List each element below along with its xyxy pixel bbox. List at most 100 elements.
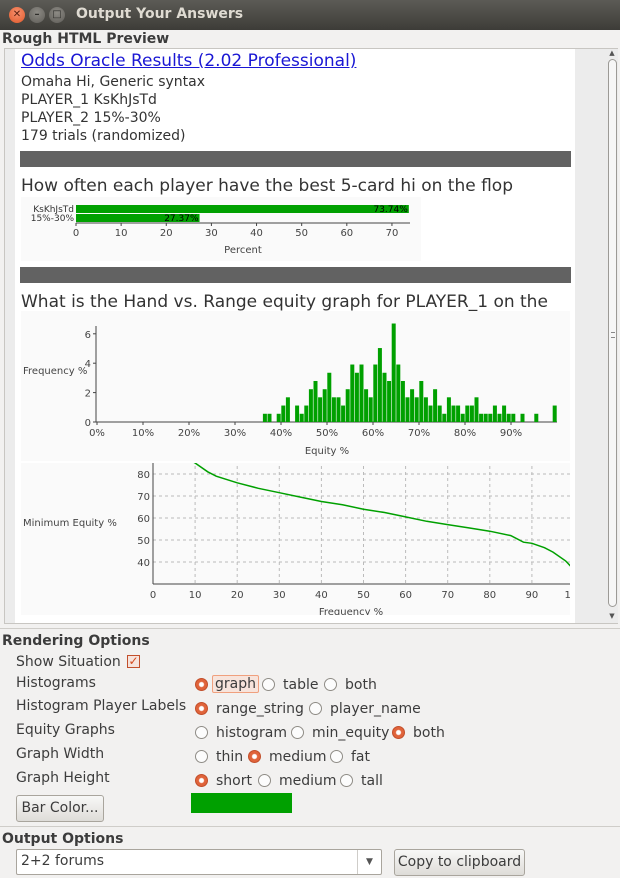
histograms-graph-radio[interactable] [195, 678, 208, 691]
height-short-radio[interactable] [195, 774, 208, 787]
equity-histogram-label[interactable]: histogram [216, 725, 287, 741]
equity-histogram-radio[interactable] [195, 726, 208, 739]
question-best-hand: How often each player have the best 5-ca… [21, 176, 514, 196]
scroll-down-icon[interactable]: ▼ [609, 612, 615, 620]
divider-bar [20, 267, 571, 283]
bar-value-label: 73.74% [373, 205, 408, 215]
y-tick-label: 50 [137, 536, 150, 547]
histograms-label: Histograms [16, 675, 96, 691]
histograms-both-label[interactable]: both [345, 677, 377, 693]
x-tick-label: 60 [399, 590, 412, 601]
x-tick-label: 80% [454, 428, 476, 439]
close-window-icon[interactable]: ✕ [9, 7, 25, 23]
width-medium-label[interactable]: medium [269, 749, 327, 765]
histogram-bar [354, 372, 359, 422]
equity-both-label[interactable]: both [413, 725, 445, 741]
histogram-bar [262, 413, 267, 422]
width-thin-label[interactable]: thin [216, 749, 244, 765]
show-situation-label: Show Situation [16, 654, 121, 670]
bar-color-button[interactable]: Bar Color... [16, 795, 104, 822]
chevron-down-icon[interactable]: ▼ [357, 850, 381, 874]
range-string-label[interactable]: range_string [216, 701, 304, 717]
y-tick-label: 2 [85, 389, 91, 400]
histogram-bar [502, 405, 507, 422]
player-name-radio[interactable] [309, 702, 322, 715]
histogram-bar [442, 413, 447, 422]
histograms-graph-label[interactable]: graph [212, 675, 259, 693]
output-format-select[interactable]: 2+2 forums ▼ [16, 849, 382, 875]
results-link[interactable]: Odds Oracle Results (2.02 Professional) [21, 51, 357, 71]
html-preview-pane[interactable]: Odds Oracle Results (2.02 Professional) … [4, 48, 618, 624]
x-tick-label: 50% [316, 428, 338, 439]
histogram-bar [492, 405, 497, 422]
x-tick-label: 0 [73, 228, 79, 239]
height-medium-label[interactable]: medium [279, 773, 337, 789]
x-tick-label: 50 [295, 228, 308, 239]
width-medium-radio[interactable] [248, 750, 261, 763]
scrollbar-thumb[interactable] [608, 59, 617, 607]
histogram-bar [368, 397, 373, 422]
histogram-bar [446, 397, 451, 422]
histogram-bar [313, 380, 318, 422]
histogram-bar [281, 405, 286, 422]
min-equity-chart-svg: 4050607080901000102030405060708090100Fre… [23, 426, 575, 618]
separator [0, 628, 620, 629]
histogram-bar [405, 397, 410, 422]
y-tick-label: 40 [137, 558, 150, 569]
histogram-bar [433, 389, 438, 422]
height-medium-radio[interactable] [258, 774, 271, 787]
histograms-table-label[interactable]: table [283, 677, 319, 693]
x-tick-label: 30 [205, 228, 218, 239]
histogram-bar [483, 413, 488, 422]
equity-min-equity-label[interactable]: min_equity [312, 725, 390, 741]
histogram-bar [410, 389, 415, 422]
histogram-bar [308, 389, 313, 422]
show-situation-checkbox[interactable]: ✓ [127, 654, 140, 668]
histogram-bar [331, 397, 336, 422]
histogram-bar [437, 405, 442, 422]
equity-min-equity-radio[interactable] [291, 726, 304, 739]
histogram-bar [322, 389, 327, 422]
copy-to-clipboard-button[interactable]: Copy to clipboard [394, 849, 525, 876]
maximize-window-icon[interactable]: □ [49, 7, 65, 23]
height-tall-radio[interactable] [340, 774, 353, 787]
histogram-bar [534, 413, 539, 422]
range-string-radio[interactable] [195, 702, 208, 715]
histograms-both-radio[interactable] [324, 678, 337, 691]
histogram-bar [423, 397, 428, 422]
histogram-bar [465, 405, 470, 422]
scroll-up-icon[interactable]: ▲ [609, 49, 615, 57]
x-tick-label: 20 [160, 228, 173, 239]
x-tick-label: 70 [441, 590, 454, 601]
histogram-bar [387, 380, 392, 422]
bar-category-label: KsKhJsTd [33, 205, 74, 215]
histogram-bar [377, 348, 382, 422]
output-format-value: 2+2 forums [21, 853, 105, 869]
width-fat-label[interactable]: fat [351, 749, 370, 765]
histogram-bar [364, 389, 369, 422]
equity-both-radio[interactable] [392, 726, 405, 739]
output-options-heading: Output Options [2, 831, 124, 847]
x-tick-label: 60% [362, 428, 384, 439]
x-tick-label: 80 [483, 590, 496, 601]
histogram-bar [428, 405, 433, 422]
x-axis-title: Frequency % [319, 607, 383, 615]
bar [76, 205, 409, 213]
y-tick-label: 70 [137, 492, 150, 503]
width-thin-radio[interactable] [195, 750, 208, 763]
height-tall-label[interactable]: tall [361, 773, 383, 789]
player-name-label[interactable]: player_name [330, 701, 421, 717]
y-tick-label: 4 [85, 359, 91, 370]
y-axis-title: Minimum Equity % [23, 518, 117, 529]
minimize-window-icon[interactable]: – [29, 7, 45, 23]
histogram-bar [497, 413, 502, 422]
preview-scrollbar[interactable]: ▲ ▼ [606, 49, 618, 623]
histogram-bar [336, 397, 341, 422]
height-short-label[interactable]: short [216, 773, 252, 789]
histogram-bar [488, 413, 493, 422]
width-fat-radio[interactable] [330, 750, 343, 763]
histogram-bar [350, 364, 355, 422]
equity-histogram: 0 2 4 6 0% 10% 20% 30% 40% 50% 60% 70% 80% 90% Equity … [21, 311, 570, 461]
separator [0, 826, 620, 827]
histograms-table-radio[interactable] [262, 678, 275, 691]
